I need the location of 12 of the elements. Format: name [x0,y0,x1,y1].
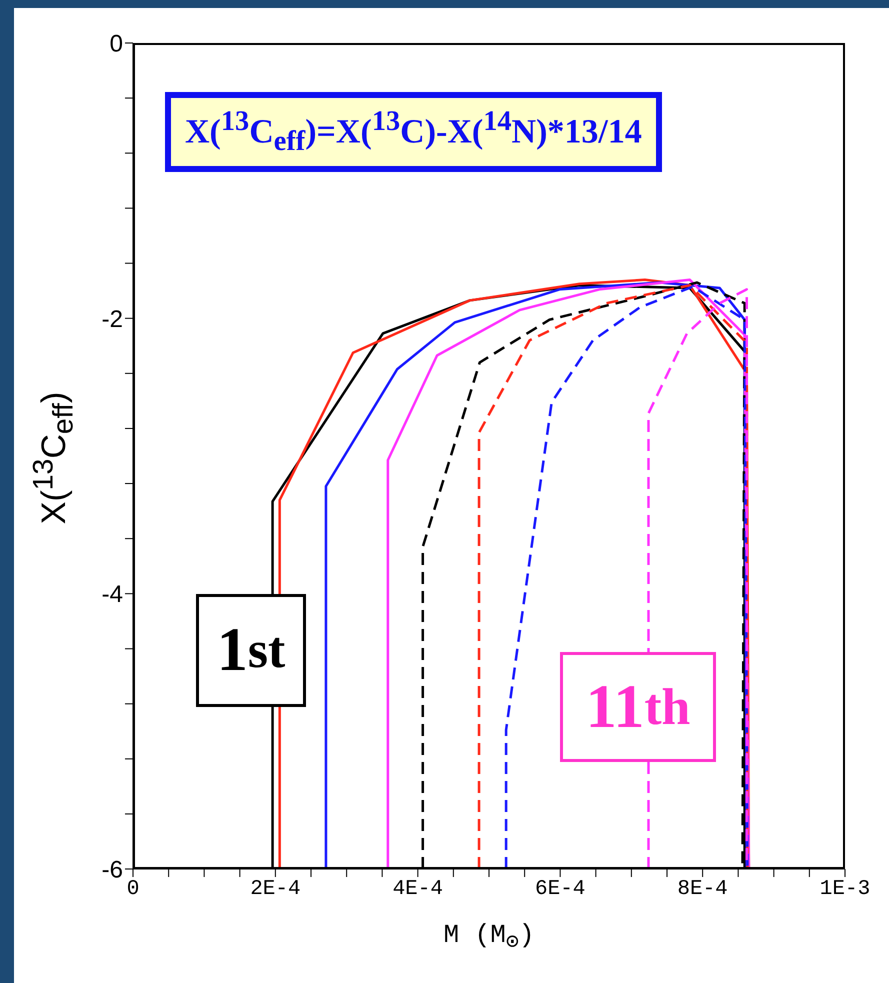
text: X($^{13}$C$_{eff}$)=X($^{13}$C)-X($^{14}$N)*13/14 [185,106,642,158]
y-tick-label: -6 [102,856,123,884]
x-tick-label: 2E-4 [250,878,301,901]
y-tick-label: 0 [110,30,123,58]
x-tick-label: 0 [126,878,140,901]
x-tick-label: 4E-4 [392,878,444,901]
x-tick-label: 8E-4 [677,878,728,901]
x-axis-title: M (M$_{⊙}$) [442,920,536,956]
x-tick-label: 6E-4 [534,878,586,901]
y-tick-label: -2 [102,306,123,333]
x-tick-label: 1E-3 [820,878,870,901]
y-tick-label: -4 [102,581,123,608]
